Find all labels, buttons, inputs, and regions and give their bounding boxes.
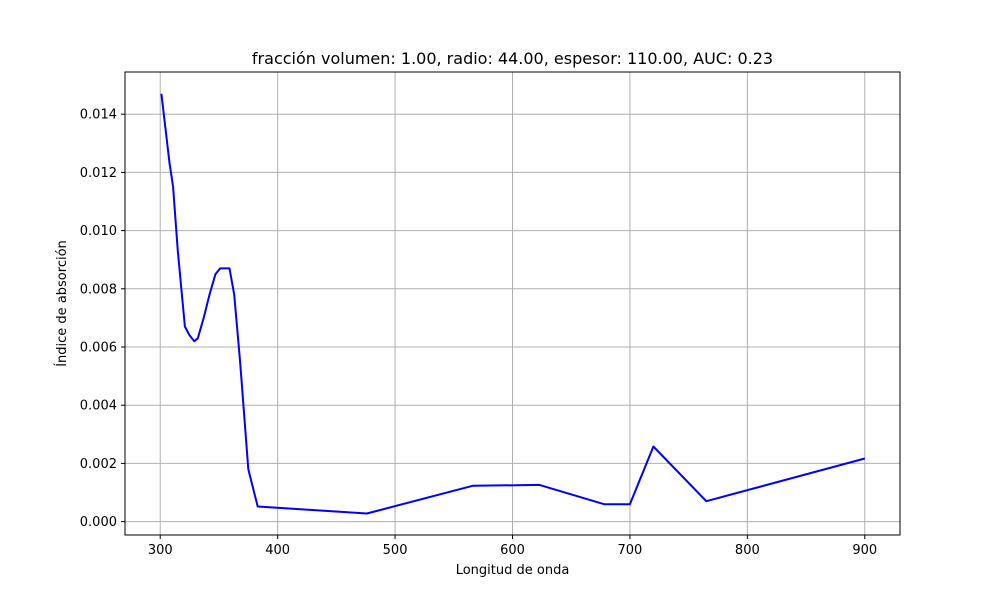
x-tick-label: 900	[852, 543, 877, 558]
y-tick-label: 0.008	[80, 282, 117, 297]
x-axis-label: Longitud de onda	[456, 563, 570, 578]
x-tick-label: 800	[735, 543, 760, 558]
x-tick-label: 500	[383, 543, 408, 558]
grid	[125, 72, 900, 535]
x-tick-label: 600	[500, 543, 525, 558]
series-line	[160, 93, 866, 515]
x-tick-label: 400	[265, 543, 290, 558]
y-tick-label: 0.010	[80, 224, 117, 239]
x-tick-label: 700	[618, 543, 643, 558]
y-tick-label: 0.006	[80, 341, 117, 356]
y-tick-label: 0.012	[80, 166, 117, 181]
y-tick-label: 0.002	[80, 457, 117, 472]
y-axis-label: Índice de absorción	[54, 240, 70, 367]
y-tick-label: 0.004	[80, 399, 117, 414]
chart-title: fracción volumen: 1.00, radio: 44.00, es…	[252, 49, 773, 68]
y-tick-label: 0.000	[80, 515, 117, 530]
y-tick-label: 0.014	[80, 108, 117, 123]
series-group	[160, 93, 866, 515]
y-axis: 0.000 0.002 0.004 0.006 0.008 0.010 0.012 0.014	[80, 108, 125, 530]
x-axis: 300 400 500 600 700 800 900	[148, 535, 877, 558]
x-tick-label: 300	[148, 543, 173, 558]
